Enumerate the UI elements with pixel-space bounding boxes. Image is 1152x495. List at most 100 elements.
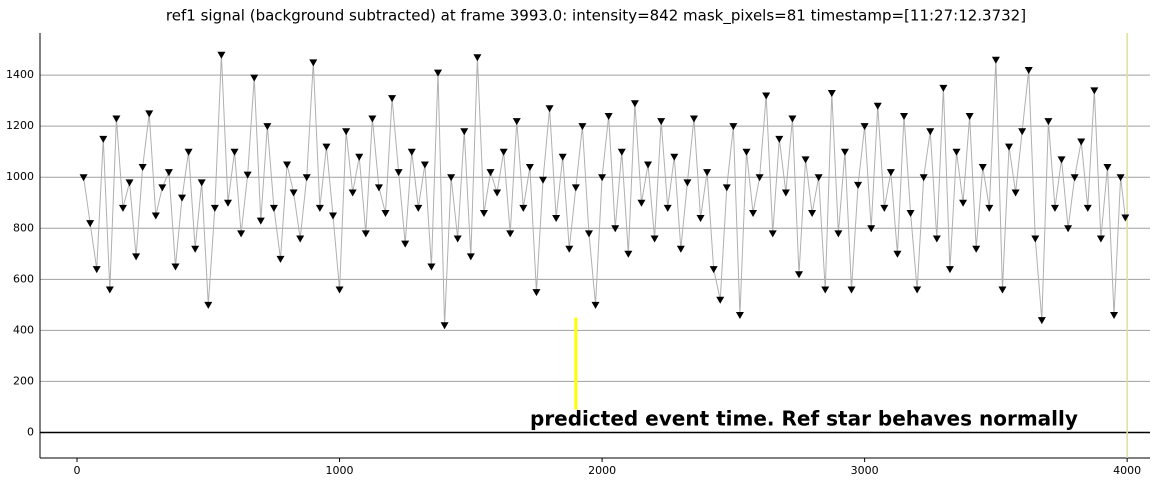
- data-point: [788, 115, 797, 123]
- data-point: [1096, 235, 1105, 243]
- data-point: [755, 174, 764, 182]
- data-point: [289, 189, 298, 197]
- data-point: [558, 153, 567, 161]
- data-point: [703, 169, 712, 177]
- data-point: [263, 123, 272, 131]
- data-point: [663, 204, 672, 212]
- data-point: [499, 148, 508, 156]
- data-point: [132, 253, 141, 261]
- data-point: [105, 286, 114, 294]
- data-point: [893, 250, 902, 258]
- data-point: [644, 161, 653, 169]
- data-point: [814, 174, 823, 182]
- data-point: [171, 263, 180, 271]
- data-point: [762, 92, 771, 100]
- data-point: [1031, 235, 1040, 243]
- data-point: [1077, 138, 1086, 146]
- data-point: [493, 189, 502, 197]
- data-point: [1064, 225, 1073, 233]
- data-point: [361, 230, 370, 238]
- data-point: [571, 184, 580, 192]
- data-point: [742, 148, 751, 156]
- data-point: [827, 89, 836, 97]
- data-point: [1110, 312, 1119, 320]
- data-point: [453, 235, 462, 243]
- data-point: [683, 179, 692, 187]
- data-point: [1037, 317, 1046, 325]
- data-point: [834, 230, 843, 238]
- y-tick-label: 400: [13, 323, 34, 336]
- data-point: [250, 74, 259, 82]
- data-point: [86, 220, 95, 228]
- data-point: [184, 148, 193, 156]
- y-tick-label: 1200: [6, 119, 34, 132]
- data-point: [473, 54, 482, 62]
- data-point: [991, 56, 1000, 64]
- data-point: [486, 169, 495, 177]
- y-tick-label: 0: [27, 425, 34, 438]
- data-point: [315, 204, 324, 212]
- data-point: [965, 112, 974, 120]
- data-point: [1050, 204, 1059, 212]
- y-tick-label: 200: [13, 374, 34, 387]
- data-point: [900, 112, 909, 120]
- data-point: [525, 164, 534, 172]
- data-point: [591, 301, 600, 309]
- data-point: [145, 110, 154, 118]
- data-point: [532, 289, 541, 297]
- data-point: [867, 225, 876, 233]
- data-point: [545, 105, 554, 113]
- data-point: [512, 118, 521, 126]
- data-point: [1044, 118, 1053, 126]
- data-point: [151, 212, 160, 220]
- data-point: [972, 245, 981, 253]
- data-point: [689, 115, 698, 123]
- data-point: [335, 286, 344, 294]
- x-tick-label: 1000: [326, 464, 354, 477]
- data-point: [959, 199, 968, 207]
- data-point: [939, 84, 948, 92]
- data-point: [650, 235, 659, 243]
- data-point: [440, 322, 449, 330]
- data-point: [99, 135, 108, 143]
- data-point: [1121, 214, 1130, 222]
- data-point: [506, 230, 515, 238]
- data-point: [932, 235, 941, 243]
- data-point: [1018, 128, 1027, 136]
- data-point: [847, 286, 856, 294]
- data-point: [191, 245, 200, 253]
- data-point: [821, 286, 830, 294]
- data-point: [256, 217, 265, 225]
- data-point: [276, 255, 285, 263]
- y-tick-label: 800: [13, 221, 34, 234]
- data-point: [775, 135, 784, 143]
- data-point: [565, 245, 574, 253]
- data-point: [79, 174, 88, 182]
- chart-title: ref1 signal (background subtracted) at f…: [166, 7, 1026, 26]
- data-point: [1070, 174, 1079, 182]
- data-point: [886, 169, 895, 177]
- data-point: [781, 189, 790, 197]
- x-tick-label: 2000: [588, 464, 616, 477]
- data-point: [118, 204, 127, 212]
- data-point: [407, 148, 416, 156]
- data-point: [237, 230, 246, 238]
- data-point: [368, 115, 377, 123]
- data-point: [269, 204, 278, 212]
- data-point: [906, 209, 915, 217]
- data-point: [92, 266, 101, 274]
- data-point: [584, 230, 593, 238]
- data-point: [617, 148, 626, 156]
- data-point: [197, 179, 206, 187]
- data-point: [722, 184, 731, 192]
- data-point: [1090, 87, 1099, 95]
- data-point: [210, 204, 219, 212]
- y-tick-label: 600: [13, 272, 34, 285]
- data-point: [709, 266, 718, 274]
- y-tick-label: 1000: [6, 170, 34, 183]
- data-point: [322, 143, 331, 151]
- data-point: [854, 181, 863, 189]
- data-point: [519, 204, 528, 212]
- data-point: [414, 204, 423, 212]
